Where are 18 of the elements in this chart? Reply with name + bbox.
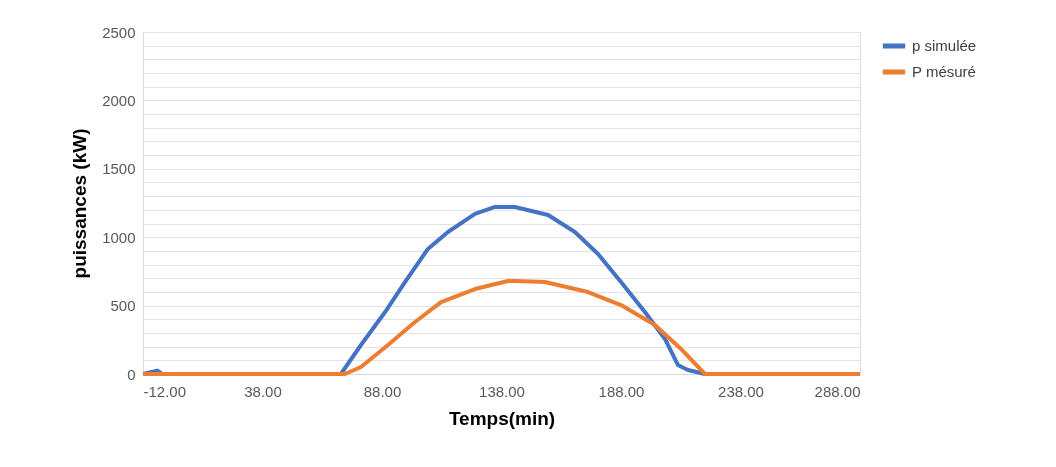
x-axis-title: Temps(min) xyxy=(448,407,556,429)
y-axis-title: puissances (kW) xyxy=(69,128,91,279)
legend-label: P mésuré xyxy=(912,63,976,80)
y-tick-label: 0 xyxy=(127,365,136,383)
line-series xyxy=(141,278,862,376)
legend-label: p simulée xyxy=(912,37,977,54)
y-tick-label: 2000 xyxy=(102,91,136,109)
x-tick-label: 138.00 xyxy=(479,382,525,400)
y-tick-label: 1000 xyxy=(102,228,136,246)
x-tick-label: 288.00 xyxy=(814,382,861,400)
x-tick-label: 88.00 xyxy=(363,382,402,400)
x-tick-label: 188.00 xyxy=(598,382,645,400)
y-tick-label: 1500 xyxy=(102,160,136,178)
y-tick-label: 2500 xyxy=(102,23,136,41)
x-tick-label: 238.00 xyxy=(718,382,764,400)
x-tick-label: -12.00 xyxy=(143,382,187,400)
x-tick-label: 38.00 xyxy=(244,382,282,400)
y-tick-label: 500 xyxy=(110,297,136,315)
